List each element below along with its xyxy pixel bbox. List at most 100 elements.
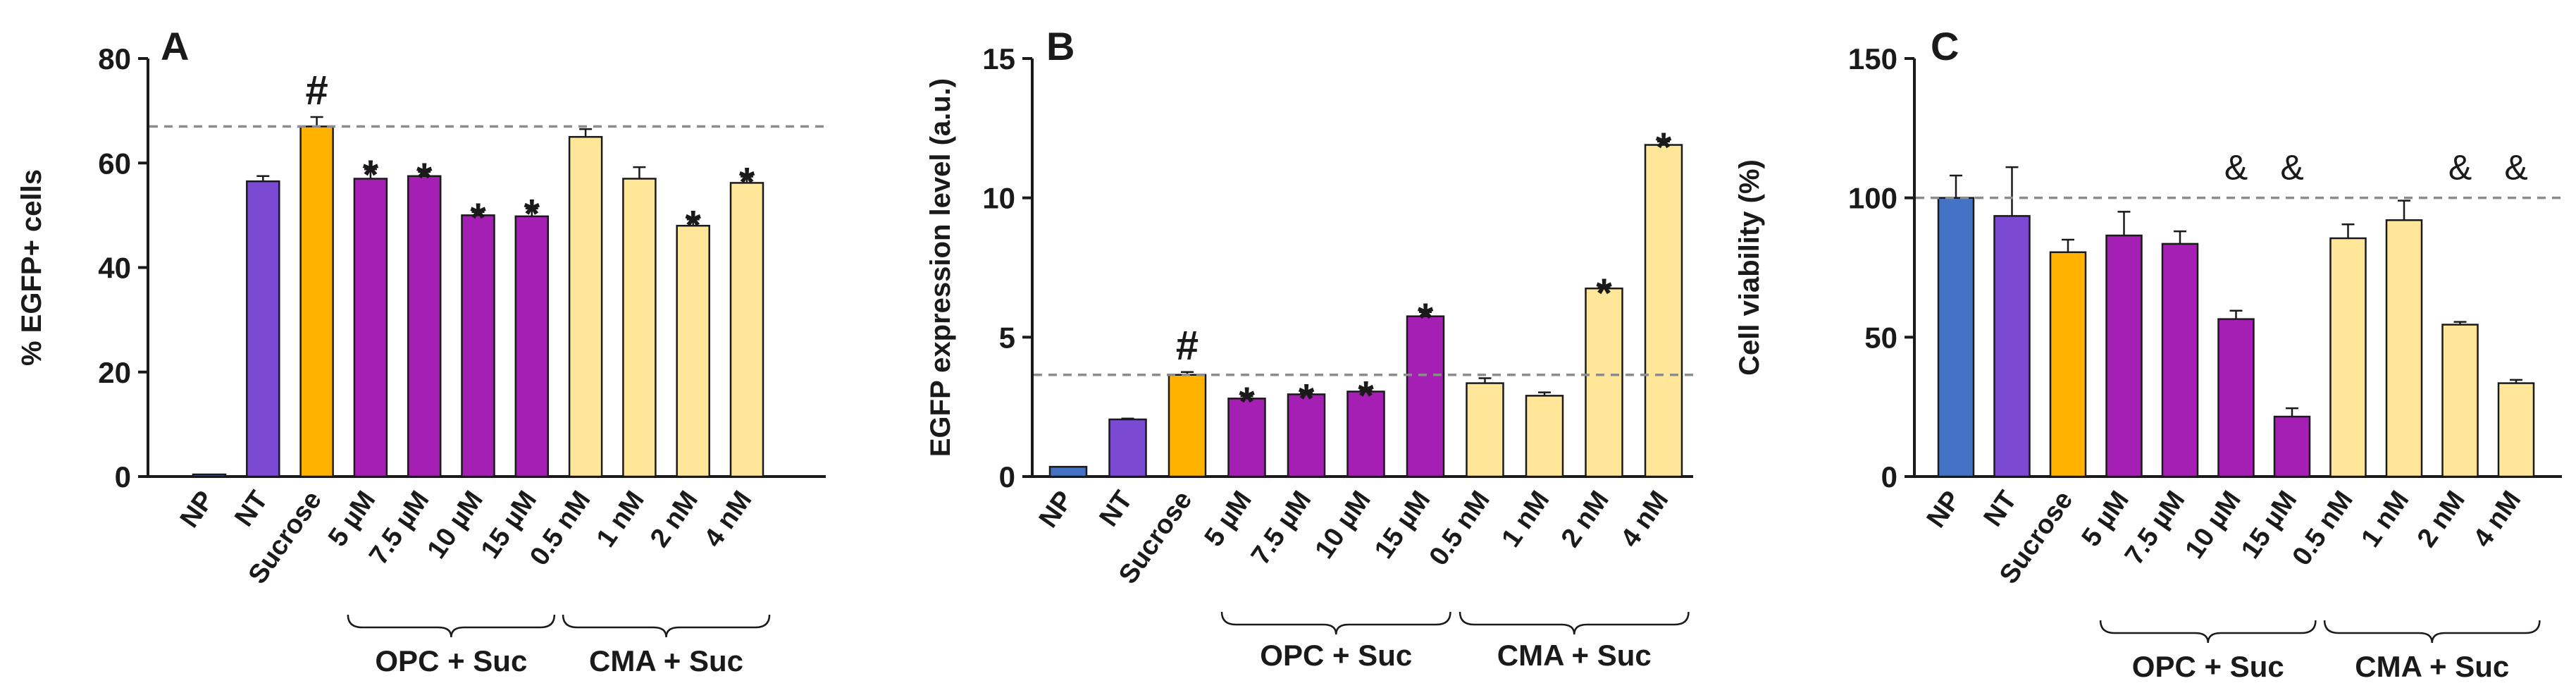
panel-b-category-label: 0.5 nM (1424, 486, 1496, 571)
panel-a-y-tick-label: 80 (98, 42, 131, 75)
panel-c-category-label: 7.5 µM (2119, 486, 2191, 570)
panel-a-significance-mark: * (524, 192, 540, 238)
panel-c-y-axis-label: Cell viability (%) (1734, 159, 1765, 376)
panel-b-category-label: 7.5 µM (1246, 486, 1317, 570)
panel-c-category-label: NP (1921, 486, 1967, 533)
panel-a-bar-5 (407, 175, 442, 478)
panel-a-group-brace (347, 614, 556, 638)
panel-c-bar-8 (2329, 237, 2367, 478)
panel-b-y-tick-label: 0 (999, 460, 1015, 493)
panel-a-category-label: NT (229, 486, 273, 532)
panel-c-bar-5 (2161, 242, 2199, 478)
panel-b-group-label: OPC + Suc (1260, 639, 1412, 672)
panel-a-group-brace (562, 614, 771, 638)
panel-b-bar-8 (1466, 382, 1504, 478)
panel-b-bar-11 (1644, 144, 1683, 478)
panel-b-chart: B 0 5 10 15 EGFP expression level (a.u.) NP NT #… (925, 24, 1693, 672)
panel-a-category-label: 2 nM (645, 486, 704, 553)
panel-b-group-label: CMA + Suc (1497, 639, 1652, 672)
panel-c-bar-9 (2385, 219, 2423, 478)
panel-c-letter: C (1931, 24, 1959, 68)
panel-b-significance-mark: * (1358, 373, 1374, 419)
panel-c-significance-mark: & (2224, 148, 2248, 188)
panel-b-category-label: NP (1034, 486, 1079, 533)
panel-b-category-label: NT (1094, 486, 1138, 532)
panel-c-bar-6 (2217, 318, 2255, 478)
panel-c-bar-3 (2049, 251, 2087, 478)
panel-a-bar-3 (299, 125, 334, 478)
panel-b-letter: B (1046, 24, 1075, 68)
panel-c-bar-1 (1937, 197, 1975, 478)
panel-b-group-brace (1459, 611, 1690, 635)
panel-a-y-tick-label: 60 (98, 147, 131, 180)
panel-b-bar-4 (1227, 398, 1266, 478)
panel-c-category-label: 0.5 nM (2287, 486, 2359, 571)
panel-b-category-label: 5 µM (1199, 486, 1258, 552)
panel-c-y-tick-label: 100 (1848, 182, 1897, 215)
panel-a-category-label: 4 nM (698, 486, 757, 553)
panel-b-category-label: 10 µM (1309, 486, 1376, 564)
panel-b-significance-mark: * (1596, 271, 1612, 317)
panel-c-group-label: CMA + Suc (2355, 650, 2509, 683)
panel-b-significance-mark: * (1299, 376, 1315, 422)
panel-a-bar-4 (353, 178, 388, 478)
panel-b-bar-2 (1108, 418, 1147, 478)
panel-a-significance-mark: * (363, 152, 379, 198)
panel-b-bar-5 (1287, 393, 1326, 478)
panel-c-significance-mark: & (2280, 148, 2303, 188)
panel-a-significance-mark: * (416, 155, 433, 201)
panel-a-bar-8 (568, 135, 603, 478)
panel-c-category-label: 2 nM (2412, 486, 2471, 553)
panel-b-group-brace (1220, 611, 1451, 635)
panel-b-bar-10 (1585, 287, 1623, 478)
panel-a-significance-mark: * (739, 160, 755, 206)
panel-c-category-label: NT (1978, 486, 2022, 532)
panel-a-bar-6 (461, 214, 495, 478)
panel-c-y-tick-label: 150 (1848, 42, 1897, 75)
panel-c-bar-11 (2497, 382, 2535, 478)
panel-a-group-label: OPC + Suc (375, 644, 527, 677)
panel-a-group-label: CMA + Suc (589, 644, 743, 677)
panel-a-bar-2 (246, 180, 280, 478)
panel-b-significance-mark: * (1418, 295, 1434, 341)
panel-a-letter: A (161, 24, 189, 68)
panel-c-category-label: 4 nM (2467, 486, 2527, 553)
panel-b-bar-1 (1048, 465, 1088, 478)
panel-c-significance-mark: & (2504, 148, 2527, 188)
panel-b-y-tick-label: 5 (999, 321, 1015, 354)
panel-c-bar-10 (2441, 324, 2479, 478)
panel-b-significance-mark: # (1176, 323, 1199, 369)
panel-b-bar-3 (1168, 374, 1207, 478)
panel-c-group-label: OPC + Suc (2132, 650, 2284, 683)
panel-a-category-label: 1 nM (591, 486, 650, 553)
panel-a-category-label: NP (175, 486, 221, 533)
panel-c-category-label: 5 µM (2076, 486, 2135, 552)
panel-b-bar-9 (1525, 395, 1564, 478)
panel-a-y-tick-label: 0 (115, 460, 131, 493)
panel-b-y-tick-label: 10 (982, 182, 1015, 215)
panel-b-y-axis-label: EGFP expression level (a.u.) (925, 78, 956, 457)
panel-c-y-tick-label: 50 (1864, 321, 1897, 354)
panel-a-bar-9 (622, 178, 657, 478)
panel-c-category-label: 10 µM (2179, 486, 2246, 564)
panel-c-group-brace (2323, 620, 2541, 644)
panel-c-y-tick-label: 0 (1881, 460, 1897, 493)
panel-a-y-axis-label: % EGFP+ cells (16, 169, 47, 366)
panel-b-category-label: 1 nM (1496, 486, 1555, 553)
panel-a-bar-1 (192, 473, 227, 478)
panel-a-bar-7 (514, 215, 550, 478)
panel-b-bar-6 (1346, 391, 1385, 478)
panel-c-bar-4 (2105, 234, 2143, 478)
panel-a-significance-mark: * (470, 195, 486, 241)
panel-b-category-label: 2 nM (1556, 486, 1615, 553)
panel-a-y-tick-label: 20 (98, 356, 131, 389)
panel-b-significance-mark: * (1656, 125, 1672, 171)
panel-b-significance-mark: * (1239, 379, 1255, 425)
panel-b-bar-7 (1406, 315, 1445, 478)
panel-c-bar-7 (2273, 415, 2311, 478)
panel-a-significance-mark: * (685, 202, 701, 248)
panel-a-bar-11 (729, 182, 764, 478)
